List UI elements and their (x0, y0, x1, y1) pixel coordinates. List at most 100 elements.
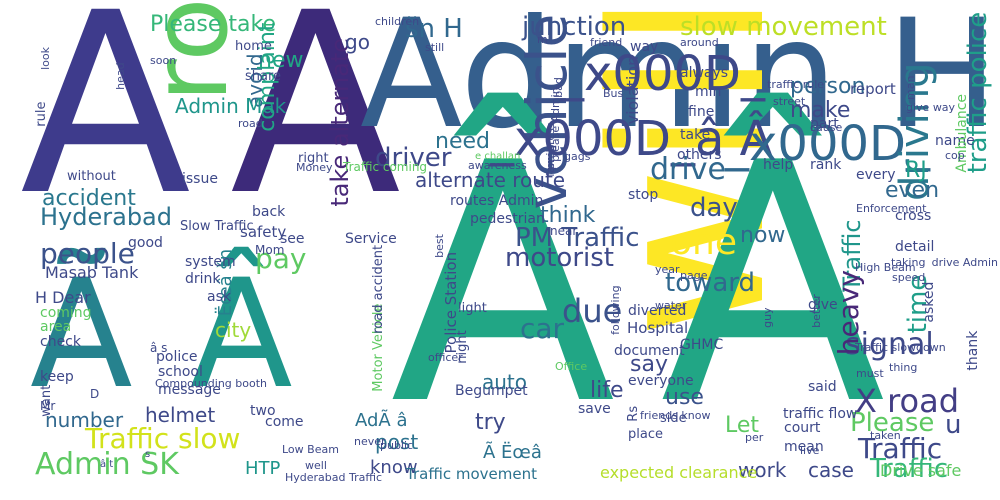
cloud-word: Begumpet (455, 383, 528, 399)
cloud-word: Enforcement (856, 202, 927, 215)
cloud-word: even (885, 178, 940, 203)
cloud-word: think (540, 203, 596, 228)
cloud-word: friend (590, 36, 623, 49)
cloud-word: e challan (475, 151, 521, 162)
cloud-word: thing (889, 361, 918, 374)
cloud-word: post (375, 430, 419, 454)
cloud-word: share (245, 69, 282, 84)
cloud-word: work (738, 458, 787, 482)
cloud-word: live (800, 444, 820, 457)
cloud-word: drive Admin (931, 256, 998, 269)
cloud-word: one (670, 222, 737, 263)
cloud-word: Mom (255, 243, 285, 257)
cloud-word: cop (945, 149, 965, 162)
cloud-word: šn H (405, 14, 463, 44)
cloud-word: diverted (628, 303, 687, 319)
cloud-word: look (39, 47, 52, 70)
cloud-word: Â (390, 93, 616, 477)
cloud-word: others (677, 147, 722, 163)
cloud-word: guy (761, 307, 774, 328)
cloud-word: try (475, 410, 506, 435)
cloud-word: two (250, 403, 276, 419)
cloud-word: good (128, 235, 163, 251)
cloud-word: must (856, 367, 884, 380)
cloud-word: every (856, 167, 896, 183)
cloud-word: pedestrian (470, 211, 545, 227)
cloud-word: Traffic slowdown (855, 341, 946, 354)
cloud-word: light (458, 301, 487, 316)
cloud-word: day (690, 193, 738, 223)
cloud-word: signal (845, 327, 934, 362)
cloud-word: Hyderabad Traffic (285, 471, 383, 484)
cloud-word: Traffic coming (343, 160, 428, 174)
cloud-word: check (40, 334, 81, 350)
cloud-word: Admin Mak (175, 94, 287, 118)
cloud-word: public (380, 439, 414, 452)
cloud-word: school (158, 364, 203, 380)
cloud-word: taken (870, 429, 901, 442)
cloud-word: routes Admin (450, 193, 544, 209)
cloud-word: car (520, 312, 565, 345)
cloud-word: violation (623, 55, 642, 125)
cloud-word: soon (150, 54, 177, 67)
cloud-word: year (655, 263, 680, 276)
cloud-word: H Dear (35, 288, 91, 307)
cloud-word: well (305, 459, 327, 472)
cloud-word: _x000D_â Â (490, 111, 773, 167)
cloud-word: X road (855, 382, 960, 420)
cloud-word: Slow Traffic (180, 219, 254, 234)
cloud-word: everyone (628, 373, 694, 389)
cloud-word: Drive safe (880, 461, 962, 480)
cloud-word: take (680, 127, 711, 143)
cloud-word: awareness (468, 159, 527, 172)
cloud-word: message (158, 382, 221, 398)
cloud-word: stop (628, 187, 659, 203)
cloud-word: traffic rule (767, 78, 825, 91)
cloud-word: HTP (245, 458, 281, 479)
cloud-word: Ã (30, 248, 133, 422)
cloud-word: per (745, 431, 764, 444)
cloud-word: place (628, 427, 663, 442)
cloud-word: make (790, 98, 851, 123)
cloud-word: keep (40, 369, 74, 385)
cloud-word: know (370, 457, 418, 478)
cloud-word: better (810, 294, 823, 328)
cloud-word: need (435, 129, 490, 154)
cloud-word: Please take (150, 12, 276, 37)
cloud-word: m (537, 33, 548, 46)
cloud-word: u (945, 410, 962, 440)
cloud-word: accident (42, 186, 136, 211)
cloud-word: street (773, 95, 806, 108)
cloud-word: way (630, 39, 659, 55)
cloud-word: slow movement (680, 12, 887, 42)
cloud-word: â s (150, 341, 168, 355)
cloud-word: save (578, 401, 611, 417)
cloud-word: pay (255, 242, 307, 275)
cloud-word: Traffic (858, 432, 943, 465)
cloud-word: help (763, 157, 794, 173)
cloud-word: traffic flow (783, 406, 858, 422)
cloud-word: back (252, 204, 286, 220)
cloud-word: children (375, 15, 420, 28)
cloud-word: man (904, 75, 917, 100)
cloud-word: cross (895, 208, 932, 224)
cloud-word: rule (34, 101, 49, 127)
cloud-word: Admin H (360, 0, 999, 162)
cloud-word: use (665, 385, 704, 410)
cloud-word: new (258, 48, 304, 73)
cloud-word: system (185, 254, 236, 270)
cloud-word: _x000D_ (560, 46, 765, 102)
cloud-word: take alternate (326, 37, 354, 207)
cloud-word: always (680, 65, 729, 81)
cloud-word: said (808, 379, 837, 395)
cloud-word: come (265, 414, 304, 430)
cloud-word: part (810, 116, 839, 132)
cloud-word: Mr (40, 399, 56, 413)
cloud-word: still (425, 41, 445, 54)
cloud-word: without (67, 169, 116, 184)
cloud-word: _x000D_ (725, 116, 930, 172)
cloud-word: coming (40, 305, 92, 321)
cloud-word: cause (810, 121, 843, 134)
cloud-word: issue (182, 171, 218, 187)
cloud-word: drink (185, 271, 221, 287)
